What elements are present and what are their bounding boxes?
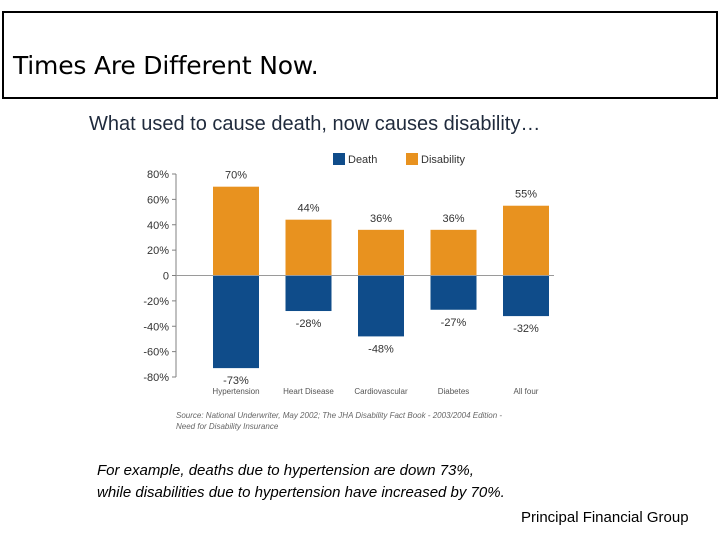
legend-label-disability: Disability [421, 154, 466, 166]
y-tick-label: 60% [147, 194, 169, 206]
y-tick-label: -40% [143, 321, 169, 333]
y-tick-label: 20% [147, 245, 169, 257]
y-tick-label: 80% [147, 169, 169, 181]
slide-subtitle: What used to cause death, now causes dis… [89, 113, 541, 135]
legend-swatch-death [333, 153, 345, 165]
data-label-death: -27% [441, 317, 467, 329]
data-label-disability: 36% [442, 213, 464, 225]
caption: For example, deaths due to hypertension … [97, 460, 505, 504]
bar-death [503, 275, 549, 317]
footer-company: Principal Financial Group [521, 509, 689, 526]
legend-label-death: Death [348, 154, 377, 166]
data-label-death: -48% [368, 343, 394, 355]
y-tick-label: -60% [143, 347, 169, 359]
caption-line-2: while disabilities due to hypertension h… [97, 484, 505, 501]
legend-swatch-disability [406, 153, 418, 165]
bar-disability [503, 205, 549, 276]
data-label-disability: 36% [370, 213, 392, 225]
x-category-label: Heart Disease [283, 387, 334, 396]
bar-disability [358, 229, 404, 276]
data-label-death: -32% [513, 323, 539, 335]
bar-death [213, 275, 259, 369]
x-category-label: Cardiovascular [354, 387, 408, 396]
bar-death [430, 275, 477, 310]
bar-death [285, 275, 332, 312]
y-tick-label: 40% [147, 220, 169, 232]
data-label-disability: 44% [297, 203, 319, 215]
data-label-death: -28% [296, 318, 322, 330]
bar-disability [285, 219, 332, 276]
y-tick-label: -20% [143, 296, 169, 308]
bar-death [358, 275, 404, 337]
y-tick-label: -80% [143, 372, 169, 384]
x-category-label: Hypertension [212, 387, 259, 396]
bar-chart: 80% 60% 40% 20% 0 -20% -40% -60% -80% 70% -73%Hype… [143, 153, 554, 431]
source-note-line: Source: National Underwriter, May 2002; … [176, 411, 502, 420]
data-label-death: -73% [223, 375, 249, 387]
caption-line-1: For example, deaths due to hypertension … [97, 462, 474, 479]
data-label-disability: 70% [225, 170, 247, 182]
bar-disability [213, 186, 259, 276]
title-box: Times Are Different Now. [2, 11, 718, 99]
source-note-line: Need for Disability Insurance [176, 422, 279, 431]
y-tick-label: 0 [163, 271, 169, 283]
x-category-label: All four [514, 387, 539, 396]
slide-title: Times Are Different Now. [13, 51, 319, 80]
bar-disability [430, 229, 477, 276]
x-category-label: Diabetes [438, 387, 470, 396]
data-label-disability: 55% [515, 189, 537, 201]
